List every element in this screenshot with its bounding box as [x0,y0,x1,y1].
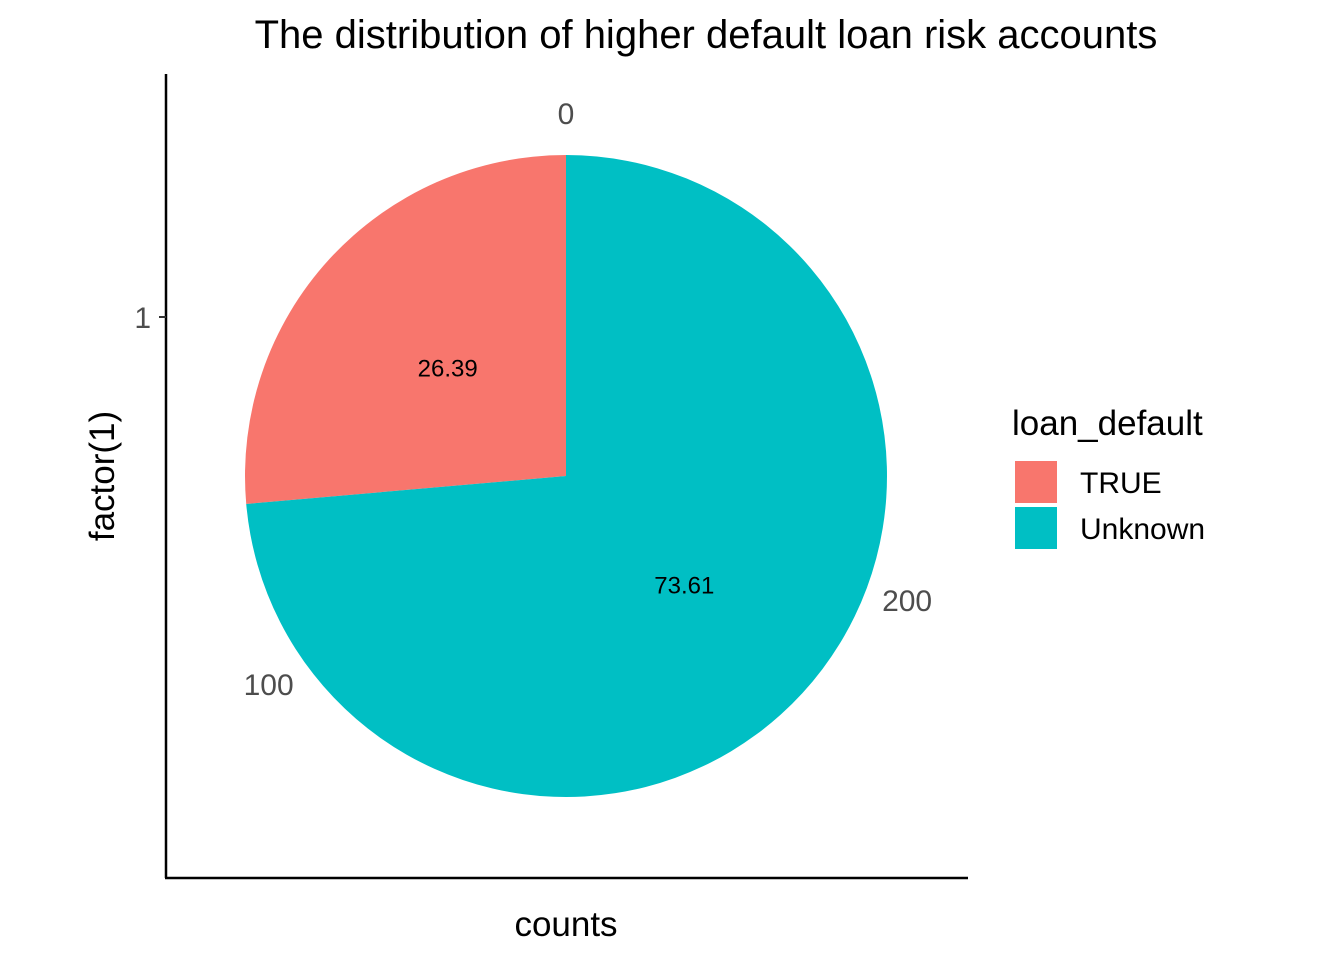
angular-ticks: 0 100 200 [244,98,933,702]
legend-swatch-unknown [1015,507,1057,549]
pie-slice-true [244,155,566,504]
legend-label: TRUE [1080,467,1162,500]
slice-value-label: 26.39 [418,356,478,383]
chart-title: The distribution of higher default loan … [255,13,1158,57]
angular-tick-label: 100 [244,669,294,702]
legend-label: Unknown [1080,513,1205,546]
pie-group: 26.39 73.61 [244,155,887,797]
y-axis-title: factor(1) [83,411,122,541]
pie-slice-unknown [246,155,887,797]
x-axis-title: counts [514,905,617,944]
angular-tick-label: 0 [558,98,575,131]
legend-title: loan_default [1012,404,1203,443]
angular-tick-label: 200 [882,585,932,618]
legend-swatch-true [1015,461,1057,503]
legend: loan_default TRUE Unknown [1012,404,1205,549]
y-tick-label: 1 [134,302,151,335]
slice-value-label: 73.61 [654,572,714,599]
